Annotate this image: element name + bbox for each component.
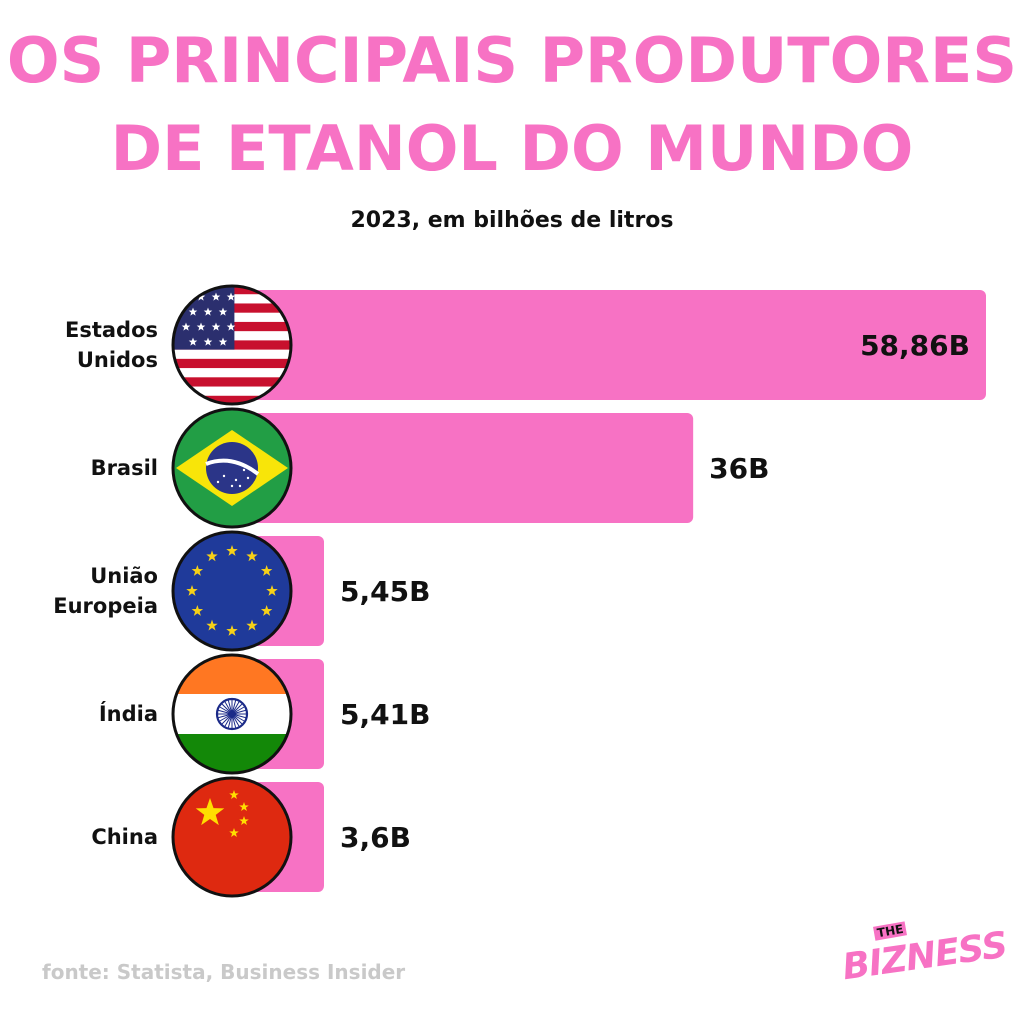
flag-border xyxy=(171,530,293,652)
flag-border xyxy=(171,653,293,775)
china-flag-icon xyxy=(172,777,292,897)
page-title-line1: OS PRINCIPAIS PRODUTORES xyxy=(6,24,1018,97)
category-label: Índia xyxy=(99,701,158,726)
bar xyxy=(232,290,986,400)
value-label: 58,86B xyxy=(860,329,970,362)
flag-border xyxy=(171,407,293,529)
value-label: 5,45B xyxy=(340,575,430,608)
category-label: Brasil xyxy=(91,456,158,480)
brand-logo: THE BIZNESS xyxy=(836,918,1009,998)
brazil-flag-icon xyxy=(172,408,292,528)
usa-flag-icon xyxy=(172,285,292,405)
category-label: Europeia xyxy=(53,594,158,618)
source-note: fonte: Statista, Business Insider xyxy=(42,960,406,984)
category-label: China xyxy=(91,825,158,849)
category-label: Unidos xyxy=(77,348,158,372)
chart-subtitle: 2023, em bilhões de litros xyxy=(350,208,674,233)
category-label: Estados xyxy=(65,318,158,342)
value-label: 36B xyxy=(709,452,769,485)
flag-border xyxy=(171,284,293,406)
flag-border xyxy=(171,776,293,898)
bar xyxy=(232,413,694,523)
logo-small-text: THE xyxy=(873,921,908,941)
value-label: 3,6B xyxy=(340,821,411,854)
value-label: 5,41B xyxy=(340,698,430,731)
page-title-line2: DE ETANOL DO MUNDO xyxy=(110,112,914,185)
eu-flag-icon xyxy=(172,531,292,651)
category-label: União xyxy=(90,564,158,588)
